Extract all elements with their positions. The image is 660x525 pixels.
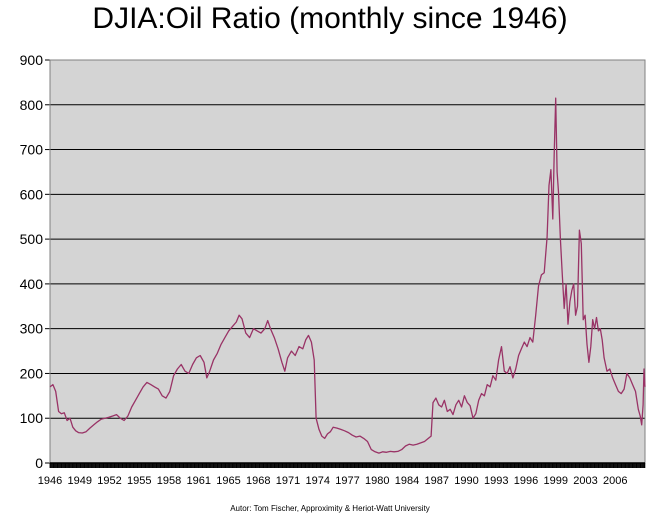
x-tick-label: 1971: [276, 475, 300, 487]
x-tick-label: 2003: [573, 475, 597, 487]
x-tick-label: 1974: [306, 475, 330, 487]
x-tick-label: 2006: [603, 475, 627, 487]
plot-background: [50, 60, 645, 463]
x-tick-label: 1968: [246, 475, 270, 487]
y-tick-label: 400: [20, 276, 44, 292]
y-tick-label: 800: [20, 97, 44, 113]
credit-text: Autor: Tom Fischer, Approximity & Heriot…: [230, 504, 430, 513]
x-tick-label: 1955: [127, 475, 151, 487]
y-tick-label: 300: [20, 321, 44, 337]
y-tick-label: 100: [20, 410, 44, 426]
x-tick-label: 1993: [484, 475, 508, 487]
chart-title: DJIA:Oil Ratio (monthly since 1946): [92, 2, 568, 35]
y-tick-label: 700: [20, 142, 44, 158]
x-tick-label: 1987: [425, 475, 449, 487]
x-tick-label: 1952: [97, 475, 121, 487]
series-line: [49, 97, 646, 454]
x-tick-label: 1984: [395, 475, 419, 487]
y-tick-label: 900: [20, 52, 44, 68]
x-tick-label: 1949: [68, 475, 92, 487]
x-tick-label: 1990: [454, 475, 478, 487]
x-tick-label: 1977: [335, 475, 359, 487]
plot-area: 0 100 200 300 400 500 600 700 800 900 1946 1949 1952…: [20, 52, 646, 487]
x-tick-label: 1996: [514, 475, 538, 487]
x-tick-label: 1999: [544, 475, 568, 487]
x-tick-label: 1958: [157, 475, 181, 487]
y-tick-label: 0: [35, 455, 43, 471]
y-tick-label: 200: [20, 365, 44, 381]
x-tick-label: 1961: [187, 475, 211, 487]
y-tick-label: 500: [20, 231, 44, 247]
x-tick-label: 1946: [38, 475, 62, 487]
x-tick-label: 1965: [216, 475, 240, 487]
y-tick-label: 600: [20, 186, 44, 202]
x-tick-label: 1980: [365, 475, 389, 487]
